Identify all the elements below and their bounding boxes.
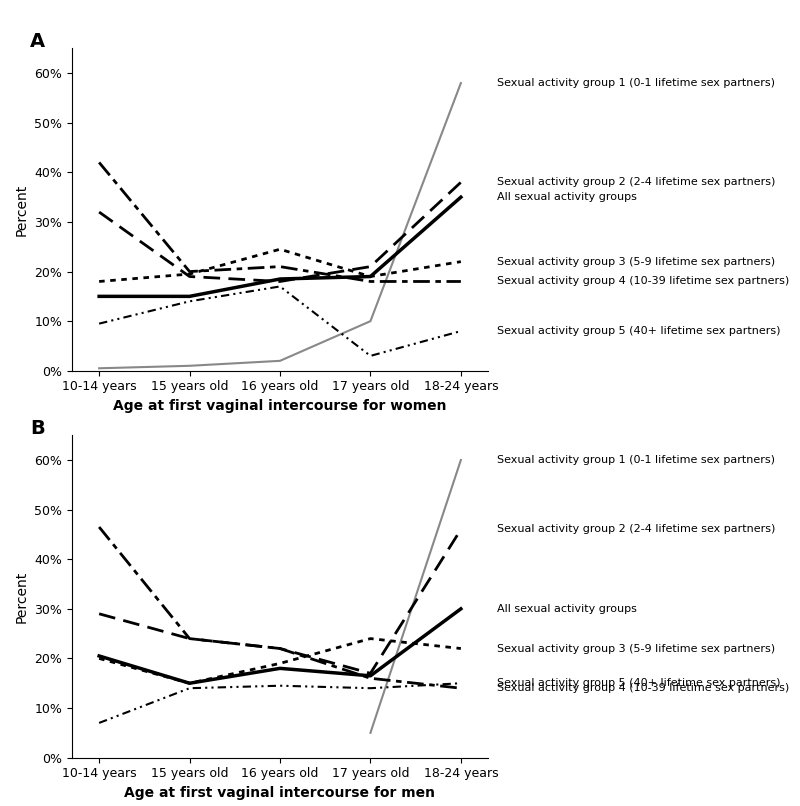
Text: Sexual activity group 1 (0-1 lifetime sex partners): Sexual activity group 1 (0-1 lifetime se… (497, 78, 775, 88)
Text: Sexual activity group 4 (10-39 lifetime sex partners): Sexual activity group 4 (10-39 lifetime … (497, 683, 790, 693)
X-axis label: Age at first vaginal intercourse for women: Age at first vaginal intercourse for wom… (114, 399, 446, 413)
Text: All sexual activity groups: All sexual activity groups (497, 604, 637, 614)
Text: A: A (30, 32, 46, 52)
Text: Sexual activity group 2 (2-4 lifetime sex partners): Sexual activity group 2 (2-4 lifetime se… (497, 525, 775, 534)
Text: Sexual activity group 4 (10-39 lifetime sex partners): Sexual activity group 4 (10-39 lifetime … (497, 276, 790, 286)
Text: All sexual activity groups: All sexual activity groups (497, 192, 637, 202)
X-axis label: Age at first vaginal intercourse for men: Age at first vaginal intercourse for men (125, 786, 435, 800)
Y-axis label: Percent: Percent (14, 571, 29, 622)
Text: Sexual activity group 2 (2-4 lifetime sex partners): Sexual activity group 2 (2-4 lifetime se… (497, 177, 775, 187)
Text: B: B (30, 419, 45, 438)
Text: Sexual activity group 5 (40+ lifetime sex partners): Sexual activity group 5 (40+ lifetime se… (497, 678, 781, 688)
Y-axis label: Percent: Percent (14, 184, 29, 235)
Text: Sexual activity group 5 (40+ lifetime sex partners): Sexual activity group 5 (40+ lifetime se… (497, 326, 781, 336)
Text: Sexual activity group 3 (5-9 lifetime sex partners): Sexual activity group 3 (5-9 lifetime se… (497, 256, 775, 267)
Text: Sexual activity group 1 (0-1 lifetime sex partners): Sexual activity group 1 (0-1 lifetime se… (497, 455, 775, 465)
Text: Sexual activity group 3 (5-9 lifetime sex partners): Sexual activity group 3 (5-9 lifetime se… (497, 643, 775, 654)
